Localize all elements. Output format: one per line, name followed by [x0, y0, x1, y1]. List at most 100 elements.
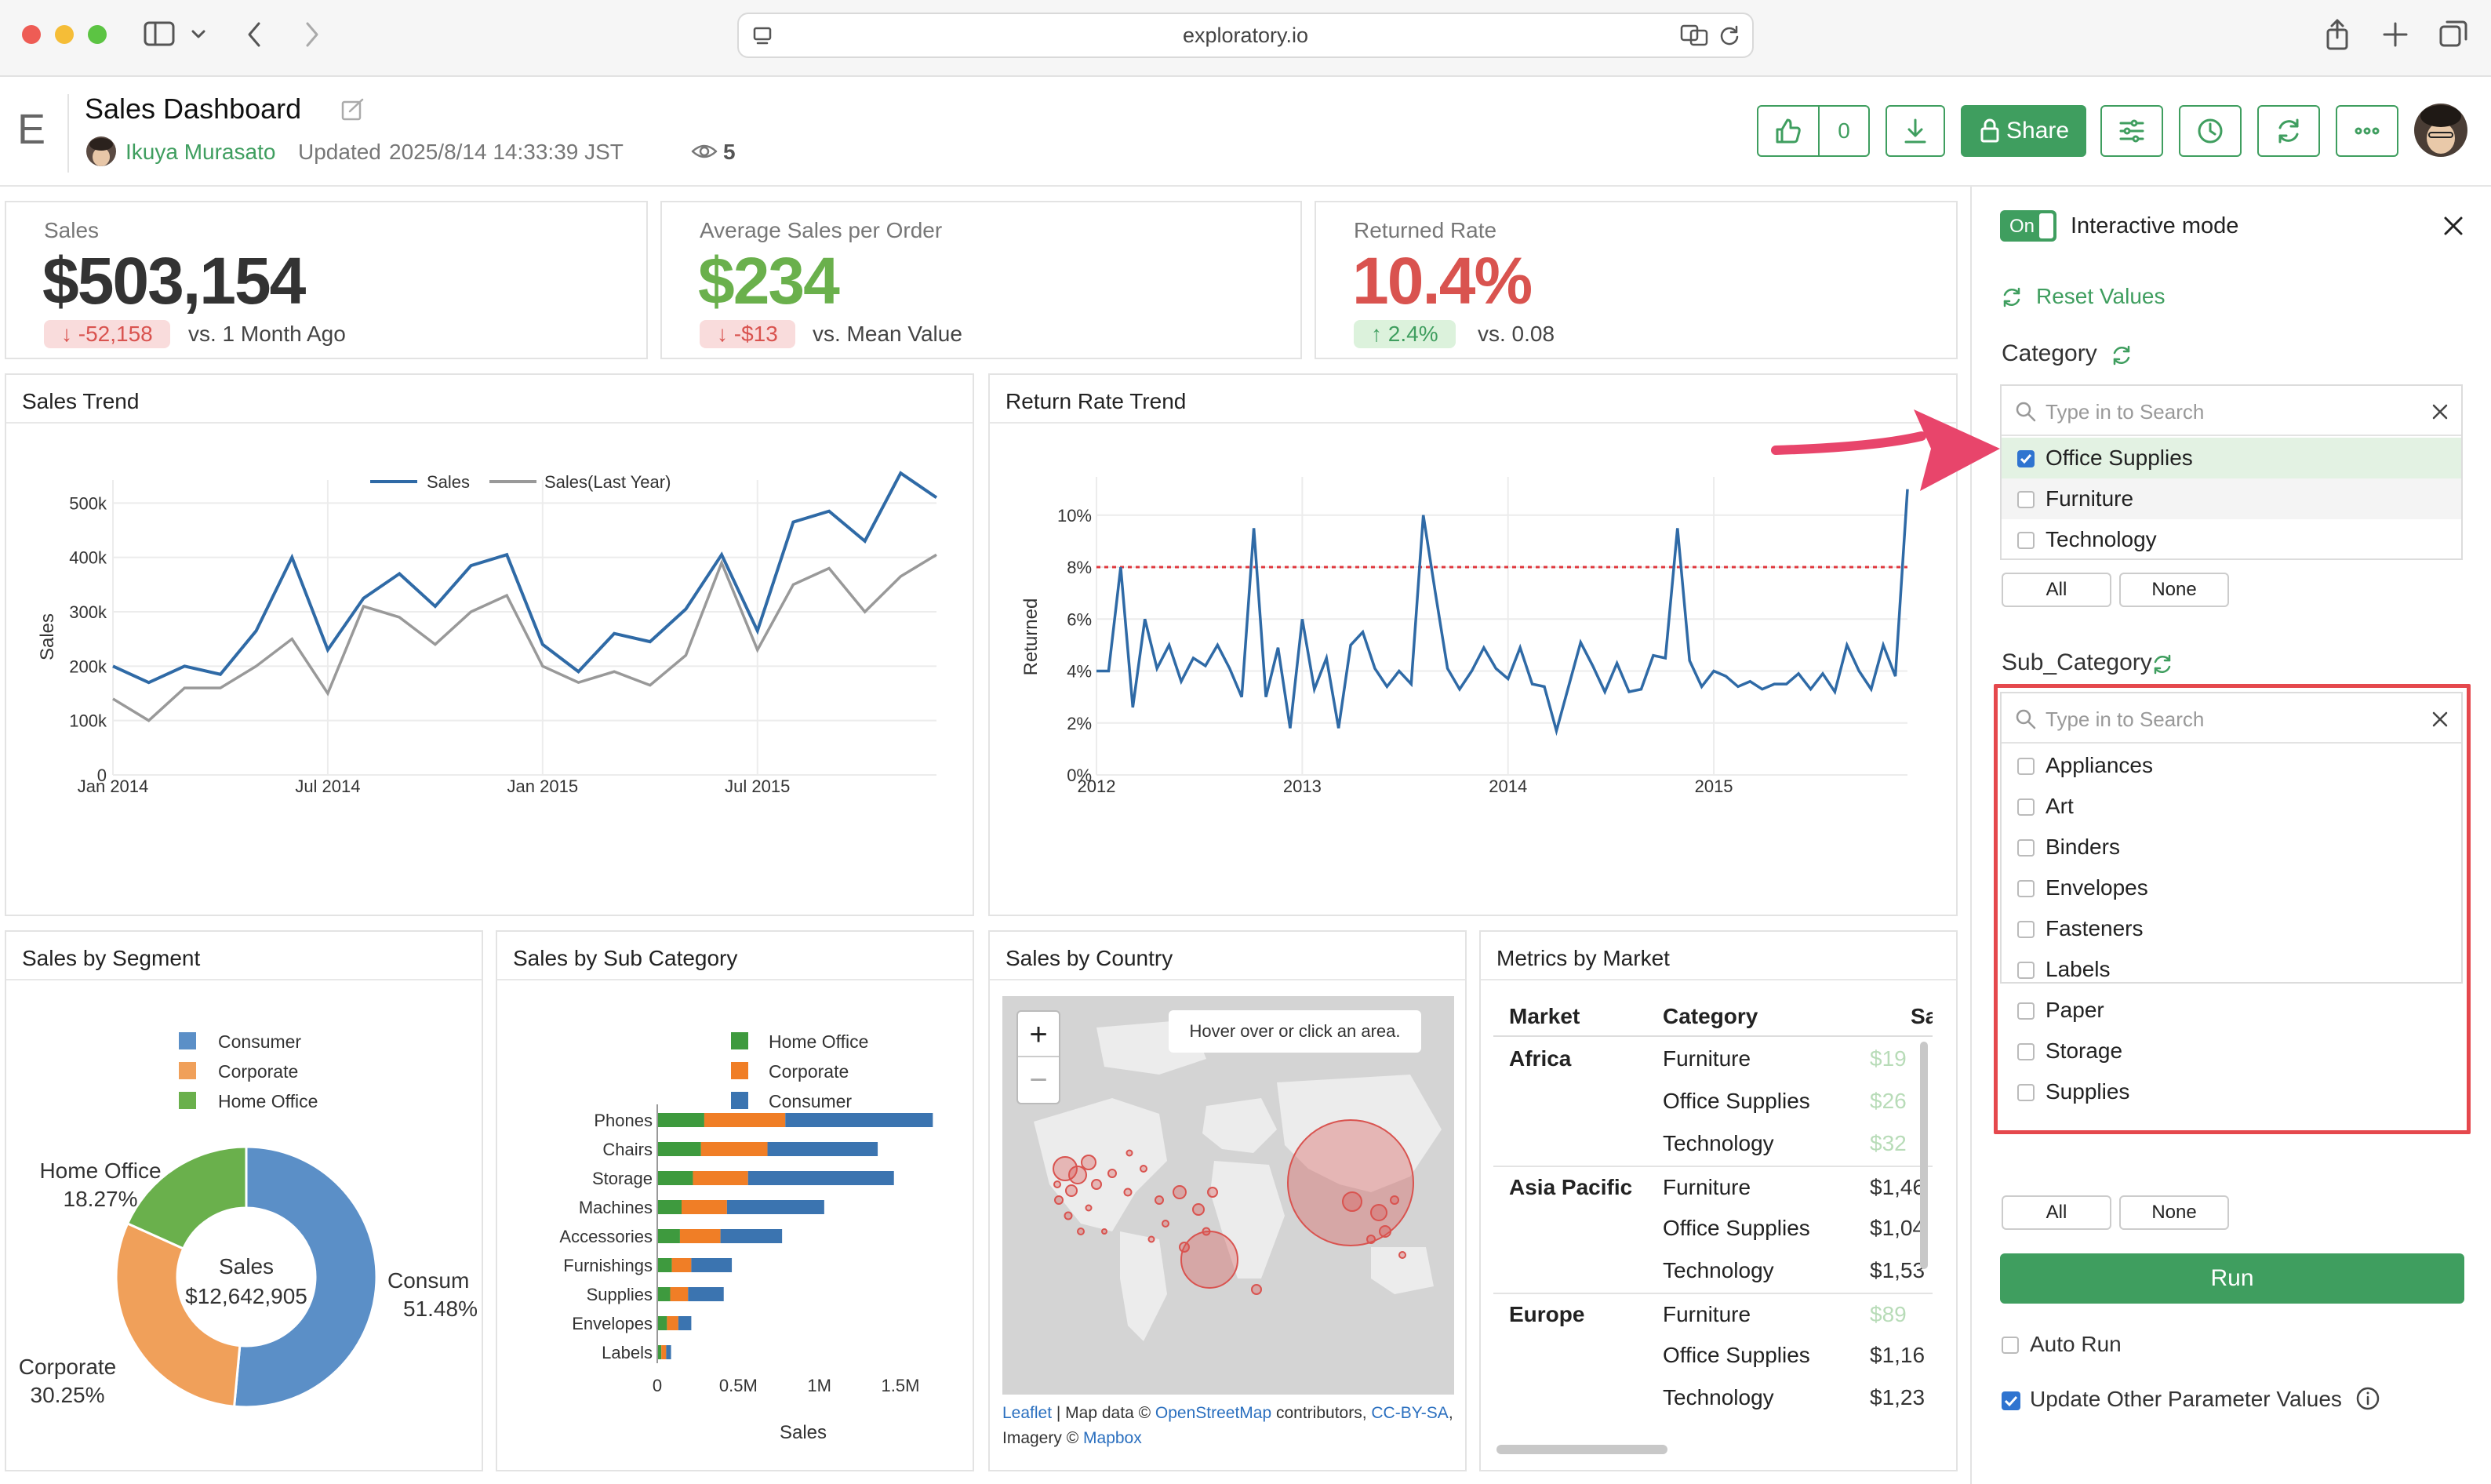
- col-sales[interactable]: Sa: [1911, 1004, 1933, 1028]
- subcategory-option[interactable]: Envelopes: [2002, 867, 2461, 908]
- subcategory-option[interactable]: Paper: [2002, 990, 2461, 1031]
- run-button[interactable]: Run: [2000, 1253, 2464, 1304]
- forward-icon[interactable]: [303, 20, 322, 49]
- maximize-window-button[interactable]: [88, 25, 107, 44]
- refresh-icon[interactable]: [2000, 286, 2024, 309]
- subcategory-none-button[interactable]: None: [2119, 1195, 2229, 1230]
- close-icon[interactable]: [2442, 215, 2464, 237]
- reset-values-link[interactable]: Reset Values: [2036, 284, 2166, 308]
- leaflet-link[interactable]: Leaflet: [1002, 1404, 1053, 1422]
- table-vertical-scrollbar[interactable]: [1920, 1042, 1928, 1269]
- option-label: Fasteners: [2046, 916, 2144, 940]
- checkbox[interactable]: [2017, 962, 2035, 979]
- zoom-out-button[interactable]: −: [1029, 1063, 1048, 1097]
- y-tick-label: 300k: [69, 602, 107, 622]
- refresh-button[interactable]: [2257, 105, 2320, 157]
- download-button[interactable]: [1886, 105, 1945, 157]
- table-row[interactable]: Technology $1,23: [1493, 1377, 1933, 1420]
- option-label: Technology: [2046, 527, 2157, 551]
- table-row[interactable]: Technology $1,53: [1493, 1250, 1933, 1293]
- update-other-checkbox[interactable]: [2002, 1391, 2020, 1410]
- col-category[interactable]: Category: [1663, 1004, 1758, 1028]
- table-row[interactable]: Office Supplies $1,04: [1493, 1208, 1933, 1250]
- app-logo[interactable]: E: [17, 106, 46, 153]
- table-horizontal-scrollbar[interactable]: [1496, 1445, 1667, 1454]
- close-window-button[interactable]: [22, 25, 41, 44]
- like-button[interactable]: [1757, 105, 1820, 157]
- sales-cell: $1,23: [1870, 1385, 1926, 1409]
- checkbox[interactable]: [2017, 491, 2035, 508]
- legend-label: Home Office: [218, 1091, 318, 1111]
- subcategory-option[interactable]: Storage: [2002, 1031, 2461, 1071]
- segment-donut-chart[interactable]: Consumer Corporate Home Office Sales $12,642…: [6, 982, 482, 1468]
- checkbox[interactable]: [2017, 1043, 2035, 1060]
- minimize-window-button[interactable]: [55, 25, 74, 44]
- mapbox-link[interactable]: Mapbox: [1083, 1429, 1142, 1447]
- subcategory-option[interactable]: Supplies: [2002, 1071, 2461, 1112]
- checkbox[interactable]: [2017, 839, 2035, 857]
- country-map[interactable]: [1002, 996, 1454, 1395]
- tab-overview-icon[interactable]: [2438, 19, 2469, 50]
- category-option[interactable]: Office Supplies: [2002, 438, 2461, 478]
- subcategory-search-input[interactable]: Type in to Search: [2002, 693, 2461, 744]
- checkbox[interactable]: [2017, 1002, 2035, 1020]
- auto-run-checkbox[interactable]: [2002, 1337, 2019, 1354]
- osm-link[interactable]: OpenStreetMap: [1155, 1404, 1272, 1422]
- subcategory-option[interactable]: Appliances: [2002, 745, 2461, 786]
- table-row[interactable]: Office Supplies $26: [1493, 1081, 1933, 1123]
- table-row[interactable]: Technology $32: [1493, 1123, 1933, 1166]
- category-none-button[interactable]: None: [2119, 573, 2229, 607]
- checkbox[interactable]: [2017, 450, 2035, 467]
- category-all-button[interactable]: All: [2002, 573, 2111, 607]
- reload-icon[interactable]: [1718, 24, 1741, 47]
- checkbox[interactable]: [2017, 880, 2035, 897]
- subcategory-option[interactable]: Fasteners: [2002, 908, 2461, 949]
- back-icon[interactable]: [245, 20, 264, 49]
- table-row[interactable]: Europe Furniture $89: [1493, 1293, 1933, 1335]
- history-button[interactable]: [2179, 105, 2242, 157]
- author-link[interactable]: Ikuya Murasato: [125, 140, 276, 164]
- translate-icon[interactable]: [1680, 24, 1710, 47]
- cc-link[interactable]: CC-BY-SA: [1371, 1404, 1449, 1422]
- col-market[interactable]: Market: [1509, 1004, 1580, 1028]
- subcategory-bar-chart[interactable]: Home Office Corporate Consumer Phones Chairs…: [497, 982, 973, 1468]
- refresh-icon[interactable]: [2151, 653, 2174, 676]
- share-button[interactable]: Share: [1961, 105, 2086, 157]
- share-page-icon[interactable]: [2323, 17, 2351, 52]
- table-row[interactable]: Africa Furniture $19: [1493, 1038, 1933, 1081]
- new-tab-icon[interactable]: [2381, 20, 2409, 49]
- category-option[interactable]: Technology: [2002, 519, 2461, 560]
- clear-icon[interactable]: [2431, 403, 2449, 420]
- subcategory-all-button[interactable]: All: [2002, 1195, 2111, 1230]
- checkbox[interactable]: [2017, 758, 2035, 775]
- zoom-in-button[interactable]: +: [1018, 1012, 1059, 1057]
- refresh-icon[interactable]: [2110, 344, 2133, 367]
- checkbox[interactable]: [2017, 921, 2035, 938]
- checkbox[interactable]: [2017, 532, 2035, 549]
- chevron-down-icon[interactable]: [190, 27, 207, 42]
- subcategory-option[interactable]: Binders: [2002, 827, 2461, 867]
- subcategory-option[interactable]: Art: [2002, 786, 2461, 827]
- more-button[interactable]: [2336, 105, 2398, 157]
- return-rate-chart[interactable]: 0% 2% 4% 6% 8% 10% 2012 2013 2014 2015 Returned: [990, 425, 1956, 911]
- search-icon: [2016, 709, 2036, 729]
- edit-icon[interactable]: [340, 97, 365, 122]
- interactive-mode-toggle[interactable]: On: [2000, 210, 2056, 242]
- info-icon[interactable]: [2355, 1385, 2381, 1412]
- subcategory-option[interactable]: Labels: [2002, 949, 2461, 990]
- sales-trend-chart[interactable]: 0 100k 200k 300k 400k 500k Jan 2014 Jul 2014 Jan…: [6, 425, 973, 911]
- address-bar[interactable]: exploratory.io: [737, 13, 1754, 58]
- user-avatar[interactable]: [2414, 104, 2467, 157]
- parameters-button[interactable]: [2100, 105, 2163, 157]
- category-label: Supplies: [587, 1285, 653, 1304]
- clear-icon[interactable]: [2431, 711, 2449, 728]
- checkbox[interactable]: [2017, 798, 2035, 816]
- sidebar-toggle-icon[interactable]: [143, 20, 177, 49]
- checkbox[interactable]: [2017, 1084, 2035, 1101]
- category-search-input[interactable]: Type in to Search: [2002, 386, 2461, 436]
- category-option[interactable]: Furniture: [2002, 478, 2461, 519]
- table-row[interactable]: Asia Pacific Furniture $1,46: [1493, 1166, 1933, 1208]
- table-row[interactable]: Office Supplies $1,16: [1493, 1335, 1933, 1377]
- metrics-table[interactable]: Market Category Sa Africa Furniture $19 Off…: [1493, 995, 1933, 1443]
- center-value: $12,642,905: [185, 1284, 307, 1308]
